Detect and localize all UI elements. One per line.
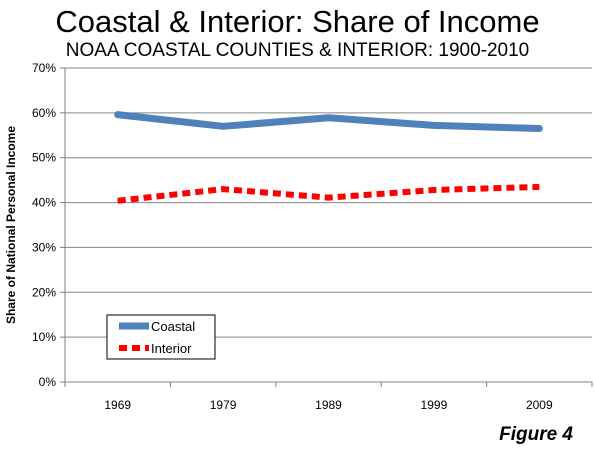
series-lines [114, 111, 543, 204]
legend-label-interior: Interior [151, 341, 192, 356]
legend: Coastal Interior [106, 314, 216, 360]
series-line-coastal [114, 111, 543, 133]
data-point-interior [117, 200, 119, 202]
x-tick-label: 1989 [315, 398, 342, 412]
data-point-coastal [222, 125, 224, 127]
y-tick-label: 10% [32, 330, 56, 344]
y-tick-label: 30% [32, 240, 56, 254]
data-point-interior [222, 188, 224, 190]
gridlines [65, 67, 592, 338]
figure-label: Figure 4 [499, 424, 573, 445]
data-point-coastal [433, 124, 435, 126]
legend-box [106, 314, 216, 360]
data-point-coastal [538, 128, 540, 130]
data-point-coastal [328, 117, 329, 119]
x-tick-label: 1969 [104, 398, 131, 412]
y-axis-label: Share of National Personal Income [4, 126, 18, 324]
y-tick-label: 20% [32, 285, 56, 299]
y-tick-label: 40% [32, 196, 56, 210]
data-point-interior [433, 189, 435, 191]
x-tick-label: 1999 [421, 398, 448, 412]
x-axis-ticks: 1969 1979 1989 1999 2009 [64, 382, 593, 412]
y-tick-label: 70% [32, 61, 56, 75]
y-tick-label: 50% [32, 151, 56, 165]
legend-label-coastal: Coastal [151, 319, 195, 334]
chart-title: Coastal & Interior: Share of Income [55, 4, 540, 39]
y-axis-ticks: 0% 10% 20% 30% 40% 50% 60% 70% [32, 61, 65, 389]
y-tick-label: 0% [39, 375, 57, 389]
data-point-interior [538, 186, 540, 188]
y-tick-label: 60% [32, 106, 56, 120]
data-point-interior [328, 197, 329, 199]
chart-subtitle: NOAA COASTAL COUNTIES & INTERIOR: 1900-2… [65, 40, 530, 61]
x-tick-label: 1979 [210, 398, 237, 412]
series-line-interior [117, 183, 540, 204]
data-point-coastal [117, 114, 119, 116]
x-tick-label: 2009 [526, 398, 553, 412]
